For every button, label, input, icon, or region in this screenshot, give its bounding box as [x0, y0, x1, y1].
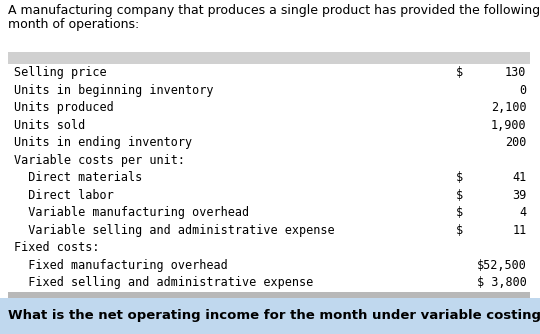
Text: $: $ — [456, 224, 463, 237]
Text: Variable costs per unit:: Variable costs per unit: — [14, 154, 185, 167]
Bar — [8, 169, 530, 186]
Text: 11: 11 — [512, 224, 526, 237]
Text: $: $ — [456, 171, 463, 184]
Text: 1,900: 1,900 — [491, 119, 526, 132]
Bar — [8, 152, 530, 169]
Bar — [8, 292, 530, 298]
Text: 39: 39 — [512, 189, 526, 202]
Bar — [8, 221, 530, 239]
Text: Variable manufacturing overhead: Variable manufacturing overhead — [14, 206, 249, 219]
Text: Units in beginning inventory: Units in beginning inventory — [14, 84, 213, 97]
Bar — [8, 134, 530, 152]
Text: 0: 0 — [519, 84, 526, 97]
Text: Fixed selling and administrative expense: Fixed selling and administrative expense — [14, 276, 313, 289]
Text: Units sold: Units sold — [14, 119, 85, 132]
Bar — [8, 186, 530, 204]
Bar — [8, 204, 530, 221]
Text: 41: 41 — [512, 171, 526, 184]
Text: Fixed costs:: Fixed costs: — [14, 241, 99, 254]
Bar — [8, 239, 530, 257]
Text: A manufacturing company that produces a single product has provided the followin: A manufacturing company that produces a … — [8, 4, 540, 17]
Text: $ 3,800: $ 3,800 — [477, 276, 526, 289]
Text: month of operations:: month of operations: — [8, 18, 139, 31]
Text: 2,100: 2,100 — [491, 101, 526, 114]
Bar — [0, 298, 540, 334]
Text: $: $ — [456, 206, 463, 219]
Text: $52,500: $52,500 — [477, 259, 526, 272]
Bar — [8, 99, 530, 117]
Text: 130: 130 — [505, 66, 526, 79]
Text: 4: 4 — [519, 206, 526, 219]
Text: Units in ending inventory: Units in ending inventory — [14, 136, 192, 149]
Bar — [8, 81, 530, 99]
Bar — [8, 64, 530, 81]
Text: 200: 200 — [505, 136, 526, 149]
Text: Units produced: Units produced — [14, 101, 114, 114]
Text: Fixed manufacturing overhead: Fixed manufacturing overhead — [14, 259, 228, 272]
Text: $: $ — [456, 66, 463, 79]
Text: Variable selling and administrative expense: Variable selling and administrative expe… — [14, 224, 335, 237]
Text: $: $ — [456, 189, 463, 202]
Text: Direct materials: Direct materials — [14, 171, 142, 184]
Bar — [8, 117, 530, 134]
Bar — [8, 274, 530, 292]
Text: What is the net operating income for the month under variable costing?: What is the net operating income for the… — [8, 309, 540, 322]
Bar — [8, 52, 530, 64]
Bar — [8, 257, 530, 274]
Text: Direct labor: Direct labor — [14, 189, 114, 202]
Text: Selling price: Selling price — [14, 66, 106, 79]
